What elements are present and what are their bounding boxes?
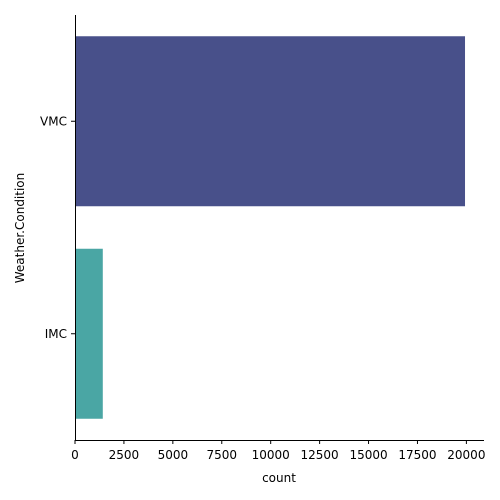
y-tick-label-imc: IMC: [45, 327, 67, 341]
bar-imc: [75, 248, 103, 419]
x-tick-label-5000: 5000: [158, 448, 189, 462]
x-tick-label-0: 0: [71, 448, 79, 462]
y-tick-label-vmc: VMC: [40, 114, 67, 128]
x-tick-label-10000: 10000: [252, 448, 290, 462]
x-tick-label-20000: 20000: [447, 448, 485, 462]
bar-vmc: [75, 36, 466, 207]
x-tick-label-17500: 17500: [398, 448, 436, 462]
x-tick-label-15000: 15000: [349, 448, 387, 462]
x-tick-label-2500: 2500: [109, 448, 140, 462]
x-tick-label-12500: 12500: [301, 448, 339, 462]
y-axis-label: Weather.Condition: [13, 173, 27, 284]
x-axis-label: count: [262, 471, 296, 485]
x-ticks-group: 0 2500 5000 7500 10000 12500 15000 17500 20000: [71, 440, 485, 462]
y-ticks-group: VMC IMC: [40, 114, 75, 341]
bars-group: [75, 36, 466, 419]
x-tick-label-7500: 7500: [206, 448, 237, 462]
